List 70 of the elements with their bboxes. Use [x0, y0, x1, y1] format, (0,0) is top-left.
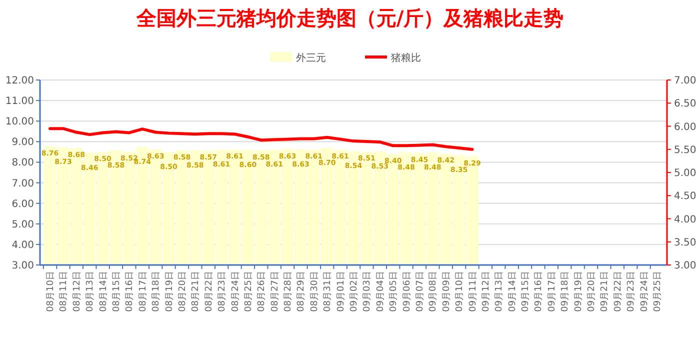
- x-tick-label: 08月26日: [257, 271, 268, 312]
- y2-tick-label: 6.50: [674, 98, 696, 110]
- x-tick-label: 09月09日: [442, 271, 452, 312]
- y2-tick-label: 5.50: [674, 144, 696, 156]
- y2-tick-label: 4.50: [674, 191, 696, 202]
- x-tick-label: 09月14日: [508, 271, 518, 312]
- chart-title: 全国外三元猪均价走势图（元/斤）及猪粮比走势: [135, 6, 564, 30]
- x-tick-label: 09月23日: [626, 271, 637, 312]
- x-tick-label: 09月04日: [376, 271, 386, 312]
- x-tick-label: 08月16日: [125, 271, 136, 312]
- x-tick-label: 08月20日: [178, 271, 188, 312]
- x-tick-label: 09月07日: [415, 271, 426, 312]
- legend-label: 猪粮比: [391, 52, 421, 64]
- y2-tick-label: 3.00: [674, 260, 696, 272]
- x-tick-label: 08月19日: [164, 271, 175, 312]
- y2-tick-label: 7.00: [674, 76, 696, 86]
- x-tick-label: 09月03日: [362, 271, 373, 312]
- x-tick-label: 09月17日: [547, 271, 558, 312]
- x-tick-label: 08月23日: [218, 271, 228, 312]
- y2-tick-label: 4.00: [674, 214, 696, 226]
- x-tick-label: 09月12日: [481, 271, 492, 312]
- x-tick-label: 09月20日: [587, 271, 597, 312]
- x-tick-label: 08月24日: [230, 271, 241, 312]
- x-tick-label: 09月19日: [574, 271, 584, 312]
- x-tick-label: 09月16日: [534, 271, 544, 312]
- x-tick-label: 08月11日: [59, 271, 70, 312]
- x-tick-label: 09月15日: [521, 271, 532, 312]
- y-tick-label: 11.00: [5, 96, 34, 108]
- y-tick-label: 10.00: [5, 116, 34, 128]
- y-tick-label: 3.00: [12, 260, 34, 272]
- x-tick-label: 09月05日: [389, 271, 400, 312]
- y-tick-label: 4.00: [12, 240, 34, 251]
- legend-label: 外三元: [296, 53, 326, 64]
- x-tick-label: 08月31日: [323, 271, 334, 312]
- x-tick-label: 09月06日: [402, 271, 412, 312]
- y2-tick-label: 5.00: [674, 168, 696, 179]
- x-tick-label: 09月10日: [455, 271, 466, 312]
- x-tick-label: 08月29日: [296, 271, 307, 312]
- x-tick-label: 08月30日: [310, 271, 320, 312]
- y-tick-label: 6.00: [12, 198, 34, 210]
- x-tick-label: 09月08日: [428, 271, 439, 312]
- x-tick-label: 09月25日: [652, 271, 663, 312]
- y-tick-label: 9.00: [12, 137, 34, 148]
- y2-tick-label: 6.00: [674, 122, 696, 133]
- x-tick-label: 09月22日: [613, 271, 624, 312]
- x-tick-label: 08月14日: [98, 271, 109, 312]
- x-tick-label: 08月12日: [72, 271, 82, 312]
- x-tick-label: 08月17日: [138, 271, 148, 312]
- x-tick-label: 08月15日: [112, 271, 122, 312]
- x-tick-label: 08月10日: [46, 271, 56, 312]
- x-tick-label: 08月28日: [284, 271, 294, 312]
- y-tick-label: 12.00: [5, 76, 34, 86]
- x-tick-label: 08月21日: [191, 271, 202, 312]
- x-tick-label: 09月01日: [336, 271, 346, 312]
- x-tick-label: 08月13日: [86, 271, 96, 312]
- y-tick-label: 7.00: [12, 178, 34, 190]
- x-tick-label: 08月18日: [152, 271, 162, 312]
- x-tick-label: 09月18日: [560, 271, 571, 312]
- y-tick-label: 8.00: [12, 158, 34, 169]
- y-tick-label: 5.00: [12, 219, 34, 230]
- x-tick-label: 09月11日: [468, 271, 478, 312]
- x-tick-label: 09月02日: [350, 271, 360, 312]
- x-tick-label: 08月22日: [204, 271, 214, 312]
- y2-tick-label: 3.50: [674, 237, 696, 248]
- x-tick-label: 08月25日: [244, 271, 254, 312]
- x-tick-label: 09月13日: [494, 271, 505, 312]
- x-tick-label: 09月24日: [640, 271, 650, 312]
- x-tick-label: 09月21日: [600, 271, 610, 312]
- line-series: [48, 127, 474, 151]
- x-tick-label: 08月27日: [270, 271, 280, 312]
